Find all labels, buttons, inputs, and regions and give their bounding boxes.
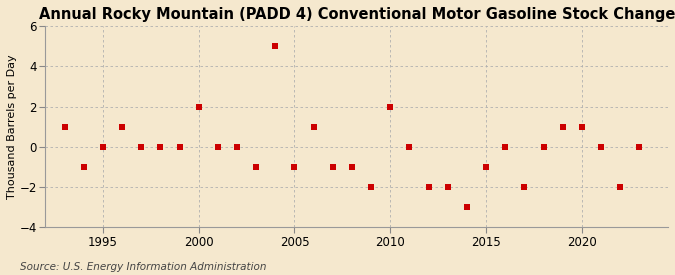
Point (117, 125, 128, 129)
Point (327, 165, 338, 169)
Point (519, 185, 530, 189)
Point (155, 145, 166, 149)
Point (59, 125, 70, 129)
Point (595, 145, 606, 149)
Title: Annual Rocky Mountain (PADD 4) Conventional Motor Gasoline Stock Change: Annual Rocky Mountain (PADD 4) Conventio… (38, 7, 675, 22)
Point (615, 185, 626, 189)
Text: Source: U.S. Energy Information Administration: Source: U.S. Energy Information Administ… (20, 262, 267, 272)
Point (251, 165, 262, 169)
Point (270, 44, 281, 48)
Point (423, 185, 434, 189)
Point (174, 145, 185, 149)
Point (442, 185, 453, 189)
Point (78, 165, 89, 169)
Point (136, 145, 146, 149)
Point (385, 104, 396, 109)
Point (576, 125, 587, 129)
Point (634, 145, 645, 149)
Point (366, 185, 377, 189)
Point (289, 165, 300, 169)
Point (500, 145, 510, 149)
Point (97, 145, 108, 149)
Y-axis label: Thousand Barrels per Day: Thousand Barrels per Day (7, 54, 17, 199)
Point (193, 104, 204, 109)
Point (232, 145, 242, 149)
Point (481, 165, 491, 169)
Point (404, 145, 415, 149)
Point (462, 205, 472, 210)
Point (558, 125, 568, 129)
Point (308, 125, 319, 129)
Point (538, 145, 549, 149)
Point (213, 145, 223, 149)
Point (346, 165, 357, 169)
